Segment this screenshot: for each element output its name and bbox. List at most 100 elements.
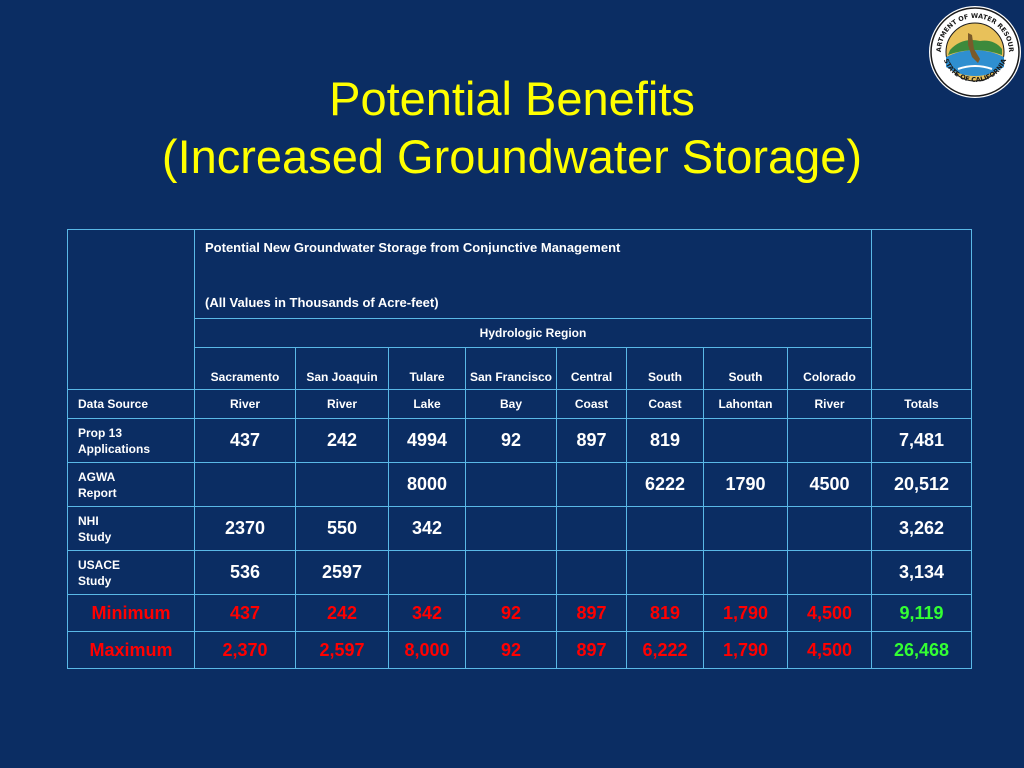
region-bottom-5: Coast bbox=[556, 389, 627, 419]
value-cell bbox=[626, 506, 704, 551]
value-cell bbox=[465, 550, 557, 595]
row-label-line-2: Applications bbox=[78, 441, 151, 456]
region-top-4: San Francisco bbox=[465, 347, 557, 390]
table-row: NHI Study 2370 550 342 3,262 bbox=[67, 506, 972, 551]
minimum-value: 819 bbox=[626, 594, 704, 632]
value-cell bbox=[787, 418, 872, 463]
value-cell bbox=[556, 550, 627, 595]
value-cell bbox=[556, 462, 627, 507]
row-label-line-2: Report bbox=[78, 485, 117, 500]
value-cell: 8000 bbox=[388, 462, 466, 507]
region-bottom-1: River bbox=[194, 389, 296, 419]
minimum-label: Minimum bbox=[67, 594, 195, 632]
total-cell: 3,134 bbox=[871, 550, 972, 595]
minimum-value: 4,500 bbox=[787, 594, 872, 632]
maximum-value: 2,370 bbox=[194, 631, 296, 669]
region-top-6: South bbox=[626, 347, 704, 390]
minimum-value: 897 bbox=[556, 594, 627, 632]
data-source-label: Data Source bbox=[67, 389, 195, 419]
row-label-line-2: Study bbox=[78, 529, 112, 544]
maximum-value: 1,790 bbox=[703, 631, 788, 669]
maximum-label: Maximum bbox=[67, 631, 195, 669]
value-cell bbox=[556, 506, 627, 551]
region-top-7: South bbox=[703, 347, 788, 390]
maximum-value: 4,500 bbox=[787, 631, 872, 669]
maximum-value: 8,000 bbox=[388, 631, 466, 669]
region-name-row: Sacramento San Joaquin Tulare San Franci… bbox=[68, 347, 972, 390]
slide-title: Potential Benefits (Increased Groundwate… bbox=[0, 70, 1024, 186]
row-label: AGWA Report bbox=[67, 462, 195, 507]
region-bottom-2: River bbox=[295, 389, 389, 419]
hydrologic-region-header: Hydrologic Region bbox=[194, 318, 872, 348]
region-top-5: Central bbox=[556, 347, 627, 390]
table-heading: Potential New Groundwater Storage from C… bbox=[205, 240, 621, 255]
value-cell: 92 bbox=[465, 418, 557, 463]
storage-table: Potential New Groundwater Storage from C… bbox=[67, 229, 972, 669]
value-cell bbox=[465, 462, 557, 507]
minimum-value: 342 bbox=[388, 594, 466, 632]
minimum-value: 92 bbox=[465, 594, 557, 632]
value-cell: 1790 bbox=[703, 462, 788, 507]
dwr-seal-logo: DEPARTMENT OF WATER RESOURCES STATE OF C… bbox=[928, 5, 1021, 98]
value-cell: 819 bbox=[626, 418, 704, 463]
row-label-line-1: USACE bbox=[78, 557, 121, 572]
table-row: AGWA Report 8000 6222 1790 4500 20,512 bbox=[67, 462, 972, 507]
row-label-line-1: NHI bbox=[78, 513, 99, 528]
region-bottom-7: Lahontan bbox=[703, 389, 788, 419]
maximum-value: 897 bbox=[556, 631, 627, 669]
value-cell: 536 bbox=[194, 550, 296, 595]
table-heading-cell: Potential New Groundwater Storage from C… bbox=[194, 229, 872, 319]
maximum-value: 6,222 bbox=[626, 631, 704, 669]
total-cell: 7,481 bbox=[871, 418, 972, 463]
row-label-line-1: AGWA bbox=[78, 469, 116, 484]
minimum-total: 9,119 bbox=[871, 594, 972, 632]
maximum-value: 92 bbox=[465, 631, 557, 669]
value-cell bbox=[295, 462, 389, 507]
value-cell bbox=[194, 462, 296, 507]
maximum-row: Maximum 2,370 2,597 8,000 92 897 6,222 1… bbox=[67, 631, 972, 669]
value-cell bbox=[465, 506, 557, 551]
value-cell: 4500 bbox=[787, 462, 872, 507]
totals-header: Totals bbox=[871, 389, 972, 419]
minimum-value: 242 bbox=[295, 594, 389, 632]
value-cell: 550 bbox=[295, 506, 389, 551]
region-bottom-4: Bay bbox=[465, 389, 557, 419]
region-top-8: Colorado bbox=[787, 347, 872, 390]
minimum-value: 437 bbox=[194, 594, 296, 632]
table-row: Prop 13 Applications 437 242 4994 92 897 … bbox=[67, 418, 972, 463]
value-cell: 4994 bbox=[388, 418, 466, 463]
row-label: Prop 13 Applications bbox=[67, 418, 195, 463]
value-cell: 242 bbox=[295, 418, 389, 463]
title-line-2: (Increased Groundwater Storage) bbox=[161, 130, 863, 183]
total-cell: 20,512 bbox=[871, 462, 972, 507]
value-cell: 2370 bbox=[194, 506, 296, 551]
minimum-row: Minimum 437 242 342 92 897 819 1,790 4,5… bbox=[67, 594, 972, 632]
value-cell: 342 bbox=[388, 506, 466, 551]
value-cell bbox=[388, 550, 466, 595]
region-top-3: Tulare bbox=[388, 347, 466, 390]
value-cell bbox=[787, 550, 872, 595]
total-cell: 3,262 bbox=[871, 506, 972, 551]
totals-corner-cell bbox=[871, 229, 972, 390]
value-cell bbox=[703, 418, 788, 463]
value-cell bbox=[703, 506, 788, 551]
minimum-value: 1,790 bbox=[703, 594, 788, 632]
region-top-1: Sacramento bbox=[194, 347, 296, 390]
value-cell: 2597 bbox=[295, 550, 389, 595]
region-top-2: San Joaquin bbox=[295, 347, 389, 390]
row-label-line-1: Prop 13 bbox=[78, 425, 123, 440]
value-cell bbox=[626, 550, 704, 595]
value-cell: 6222 bbox=[626, 462, 704, 507]
row-label: NHI Study bbox=[67, 506, 195, 551]
region-bottom-6: Coast bbox=[626, 389, 704, 419]
maximum-total: 26,468 bbox=[871, 631, 972, 669]
title-line-1: Potential Benefits bbox=[329, 72, 695, 125]
table-units: (All Values in Thousands of Acre-feet) bbox=[205, 295, 439, 310]
row-label-line-2: Study bbox=[78, 573, 112, 588]
data-source-row: Data Source River River Lake Bay Coast C… bbox=[67, 389, 972, 419]
region-bottom-8: River bbox=[787, 389, 872, 419]
corner-cell bbox=[67, 229, 195, 390]
maximum-value: 2,597 bbox=[295, 631, 389, 669]
row-label: USACE Study bbox=[67, 550, 195, 595]
value-cell: 897 bbox=[556, 418, 627, 463]
